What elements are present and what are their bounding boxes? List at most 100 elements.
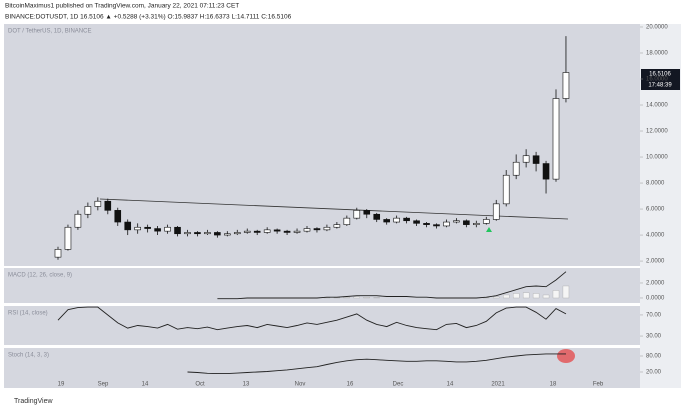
y-tick-label: 2.0000 [646, 281, 665, 287]
candle-body [323, 226, 331, 231]
candle-body [413, 220, 420, 224]
time-label: 16 [347, 382, 354, 388]
macd-histogram-bar [513, 293, 520, 299]
time-label: Sep [98, 382, 109, 388]
macd-histogram-bar [562, 285, 570, 299]
y-tick-label: 14.0000 [646, 103, 668, 109]
candle-body [164, 226, 171, 232]
price-label-box [641, 69, 680, 90]
candle-body [403, 217, 410, 222]
candle-body [194, 232, 201, 235]
candle-body [393, 217, 400, 223]
indicator-line [187, 353, 566, 375]
highlight-ellipse [557, 349, 575, 363]
last-price: 16.5106 [649, 72, 671, 78]
y-tick-label: 8.0000 [646, 181, 665, 187]
macd-histogram-bar [503, 294, 510, 299]
time-label: Dec [393, 382, 404, 388]
y-tick-label: 20.0000 [646, 25, 668, 31]
countdown: 17:48:39 [648, 83, 672, 89]
rsi-pane [4, 306, 640, 345]
y-tick-label: 6.0000 [646, 207, 665, 213]
candle-body [522, 155, 530, 163]
candle-body [433, 224, 440, 227]
trendline [99, 198, 569, 220]
candle-body [204, 232, 211, 235]
macd-histogram-bar [552, 290, 560, 299]
candle-body [273, 229, 281, 232]
time-label: 14 [142, 382, 149, 388]
symbol-info: BINANCE:DOTUSDT, 1D 16.5106 ▲ +0.5288 (+… [5, 14, 292, 21]
y-tick-label: 70.00 [646, 313, 662, 319]
indicator-line [57, 306, 567, 331]
pane-title: Stoch (14, 3, 3) [8, 353, 49, 359]
candle-body [343, 217, 351, 225]
candle-body [134, 226, 141, 231]
pane-title: MACD (12, 26, close, 9) [8, 273, 72, 279]
candle-body [243, 230, 251, 233]
candle-body [542, 163, 550, 180]
chart-layer: DOT / TetherUS, 1D, BINANCE 2.0000 4.0000 6… [8, 25, 668, 388]
candle-body [263, 229, 271, 233]
candle-body [54, 249, 62, 258]
candle-body [224, 233, 231, 236]
candle-body [423, 223, 430, 225]
y-tick-label: 4.0000 [646, 233, 665, 239]
y-tick-label: 80.00 [646, 354, 662, 360]
candle-body [154, 228, 161, 232]
candle-body [74, 213, 82, 228]
candle-body [303, 228, 311, 232]
price-pane [4, 24, 640, 266]
candle-body [174, 226, 181, 235]
y-tick-label: 12.0000 [646, 129, 668, 135]
candle-body [283, 230, 291, 233]
candle-body [333, 224, 341, 228]
y-tick-label: 16.0000 [646, 77, 668, 83]
candle-body [214, 232, 221, 236]
candle-body [184, 232, 191, 235]
candle-body [144, 226, 151, 229]
indicator-line [217, 271, 567, 300]
candle-body [502, 174, 510, 205]
pane-title: RSI (14, close) [8, 311, 48, 317]
time-axis [4, 380, 640, 388]
macd-histogram-bar [493, 296, 500, 299]
candle-body [552, 98, 560, 180]
candle-body [532, 155, 540, 164]
candle-body [84, 206, 92, 215]
time-label: 13 [243, 382, 250, 388]
y-tick-label: 30.00 [646, 334, 662, 340]
candle-body [473, 223, 480, 225]
candle-body [104, 200, 112, 211]
candle-body [94, 200, 102, 207]
y-tick-label: 18.0000 [646, 51, 668, 57]
y-tick-label: 0.0000 [646, 296, 665, 302]
footer-logo: TradingView [14, 398, 53, 405]
time-label: Feb [593, 382, 604, 388]
time-label: 18 [550, 382, 557, 388]
time-label: 2021 [491, 382, 505, 388]
macd-histogram-bar [532, 293, 540, 299]
y-tick-label: 2.0000 [646, 259, 665, 265]
y-tick-label: 10.0000 [646, 155, 668, 161]
candle-body [512, 161, 520, 176]
candle-body [233, 232, 241, 235]
macd-histogram-bar [343, 297, 350, 299]
candle-body [293, 230, 301, 233]
y-tick-label: 20.00 [646, 370, 662, 376]
candle-body [313, 228, 321, 231]
candle-body [562, 72, 570, 99]
candle-body [492, 203, 500, 220]
candle-body [363, 210, 371, 215]
time-label: Nov [295, 382, 306, 388]
candle-body [383, 219, 390, 223]
candle-body [373, 213, 381, 220]
candle-body [124, 221, 132, 231]
candle-body [114, 210, 122, 223]
pane-title: DOT / TetherUS, 1D, BINANCE [8, 29, 91, 35]
stoch-pane [4, 348, 640, 380]
macd-histogram-bar [353, 296, 360, 299]
candle-body [64, 226, 72, 250]
candle-body [253, 230, 261, 233]
